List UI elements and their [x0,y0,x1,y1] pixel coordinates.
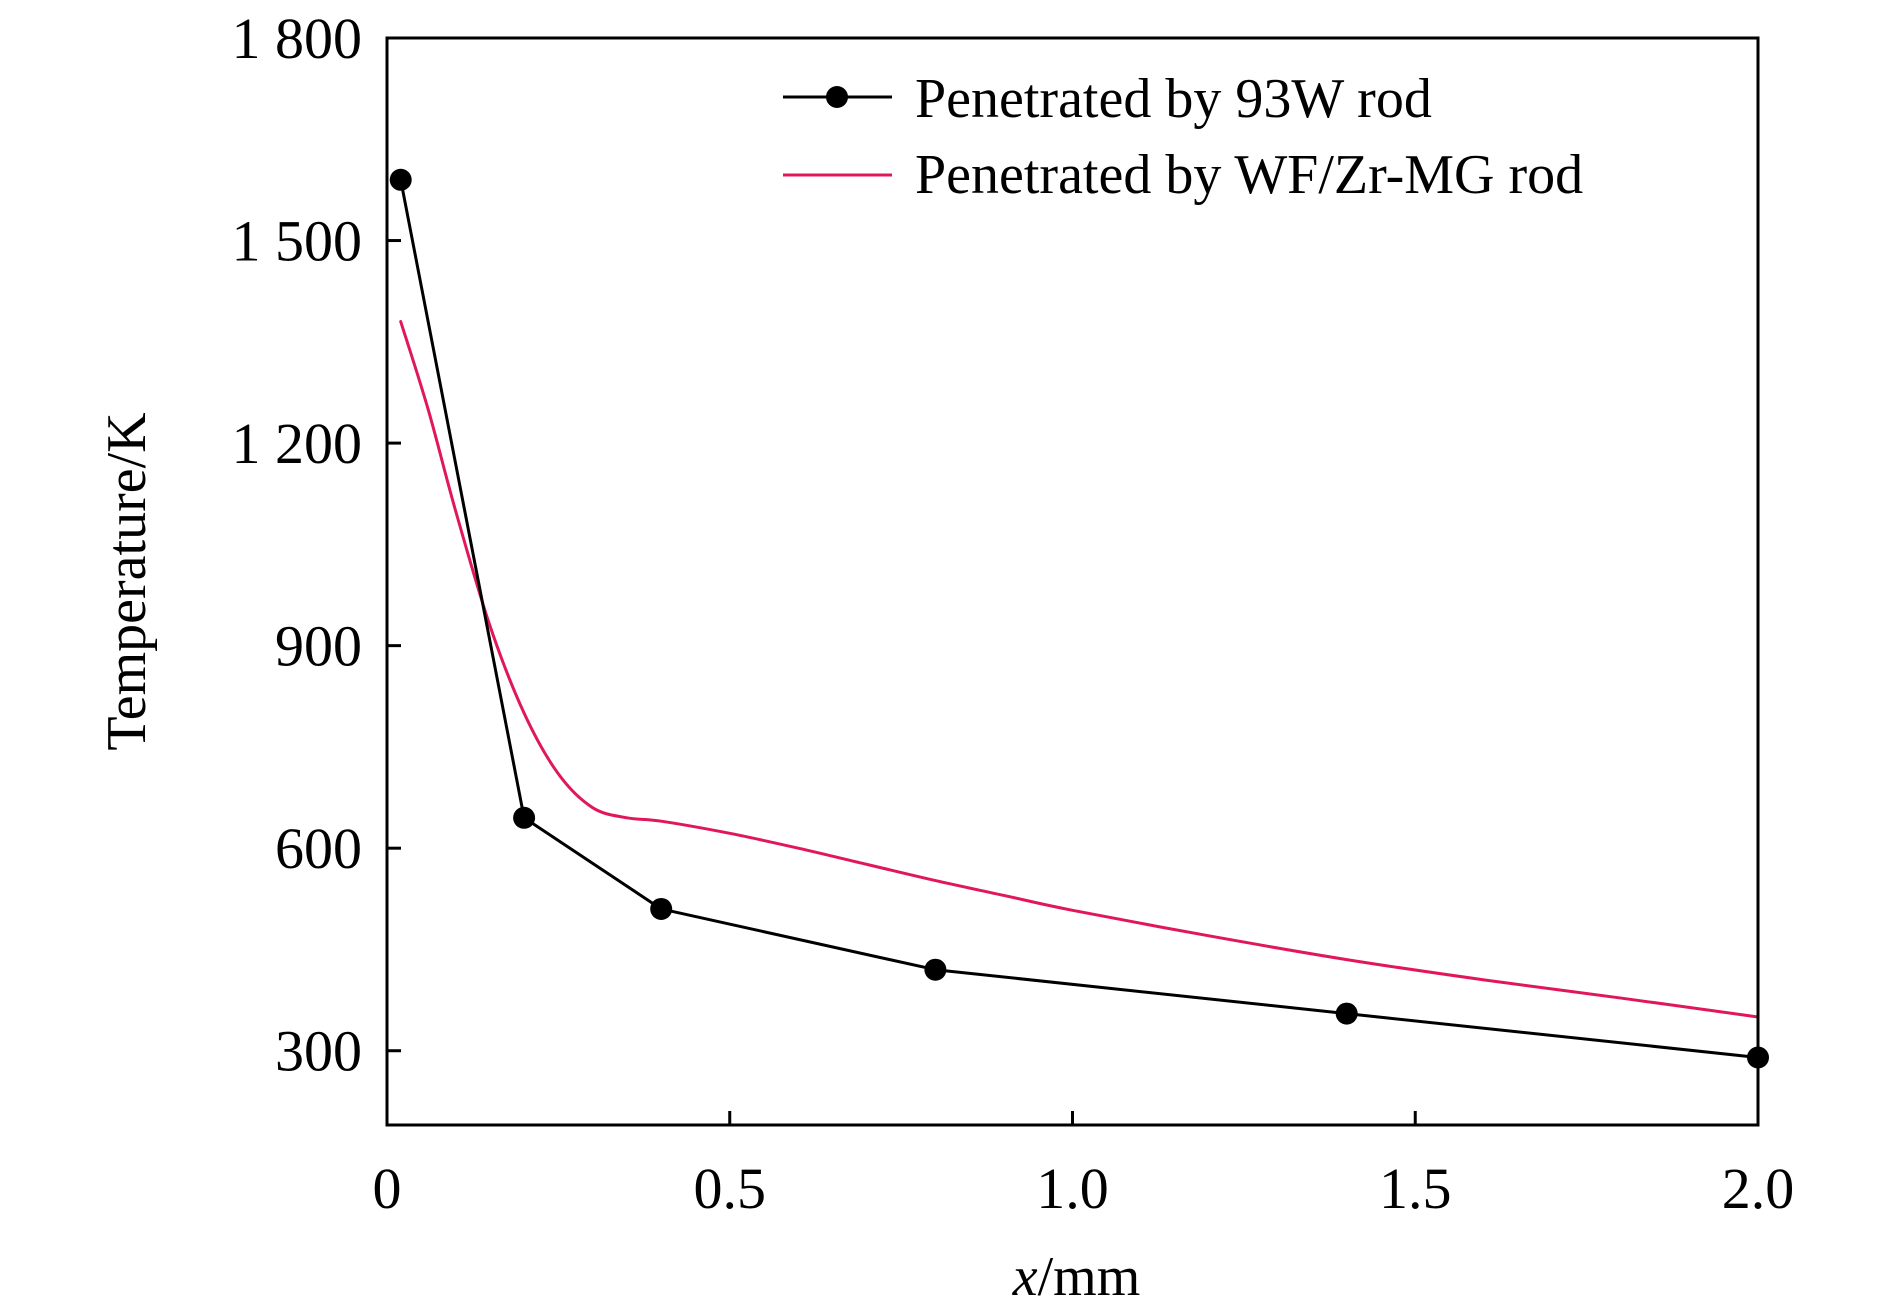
x-tick-label: 0 [373,1156,402,1221]
series-layer [389,168,1769,1069]
y-tick-label: 600 [275,816,362,881]
x-axis-label: x/mm [1012,1246,1141,1308]
y-tick-label: 900 [275,614,362,679]
y-axis-label: Temperature/K [96,412,158,750]
y-tick-label: 300 [275,1019,362,1084]
legend-label-93w: Penetrated by 93W rod [915,68,1432,130]
ticks-layer: 0 0.5 1.0 1.5 2.0 300 600 900 1 200 1 500 1 800 [232,6,1795,1221]
y-tick-label: 1 800 [232,6,363,71]
x-axis-label-unit: /mm [1038,1246,1141,1308]
x-tick-label: 1.5 [1379,1156,1452,1221]
data-point [513,806,536,829]
x-axis-label-variable: x [1012,1246,1038,1308]
x-tick-label: 0.5 [694,1156,767,1221]
legend-label-wf-zr-mg: Penetrated by WF/Zr-MG rod [915,144,1583,206]
data-point [924,958,947,981]
x-tick-label: 1.0 [1036,1156,1109,1221]
x-tick-label: 2.0 [1722,1156,1795,1221]
legend: Penetrated by 93W rod Penetrated by WF/Z… [783,68,1583,206]
series-line-0 [399,178,1760,1059]
legend-entry-93w: Penetrated by 93W rod [783,68,1432,130]
data-point [1335,1002,1358,1025]
data-point [389,168,412,191]
series-line-1 [399,320,1760,1019]
legend-marker-93w [826,86,848,108]
legend-entry-wf-zr-mg: Penetrated by WF/Zr-MG rod [783,144,1583,206]
data-point [650,897,673,920]
y-tick-label: 1 500 [232,209,363,274]
y-tick-label: 1 200 [232,411,363,476]
